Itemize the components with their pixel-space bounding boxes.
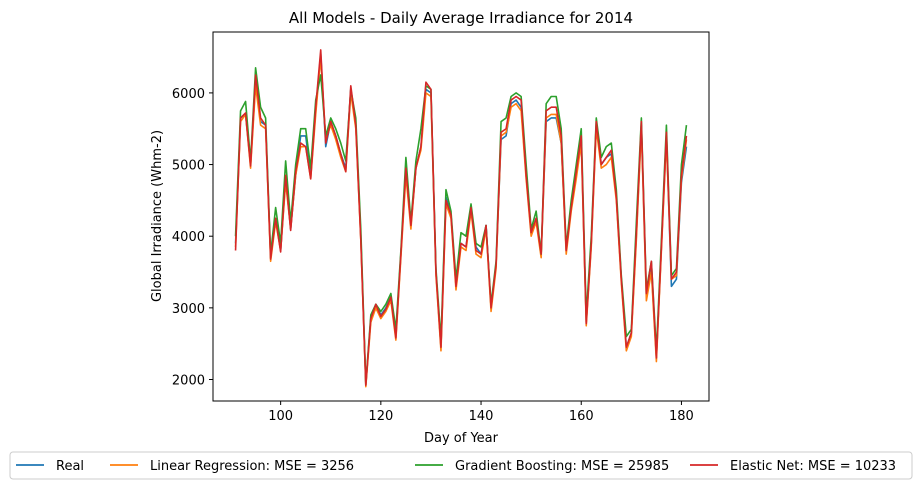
legend: Real Linear Regression: MSE = 3256 Gradien… bbox=[9, 451, 913, 480]
x-tick-label-1: 120 bbox=[368, 409, 393, 424]
x-tick-label-2: 140 bbox=[469, 409, 494, 424]
y-tick-label-4: 6000 bbox=[172, 87, 205, 102]
y-tick-label-0: 2000 bbox=[172, 374, 205, 389]
x-tick-label-4: 180 bbox=[669, 409, 694, 424]
legend-label-1: Linear Regression: MSE = 3256 bbox=[150, 459, 354, 474]
chart-title: All Models - Daily Average Irradiance fo… bbox=[289, 9, 633, 27]
x-tick-label-0: 100 bbox=[268, 409, 293, 424]
legend-label-2: Gradient Boosting: MSE = 25985 bbox=[455, 459, 669, 474]
plot-frame bbox=[212, 31, 710, 402]
x-axis-label: Day of Year bbox=[424, 431, 499, 446]
plot-area bbox=[213, 32, 709, 401]
series-layer bbox=[234, 49, 688, 388]
legend-box bbox=[9, 451, 913, 480]
y-tick-label-1: 3000 bbox=[172, 302, 205, 317]
x-tick-label-3: 160 bbox=[569, 409, 594, 424]
y-tick-label-2: 4000 bbox=[172, 230, 205, 245]
y-axis-label: Global Irradiance (Whm-2) bbox=[150, 130, 165, 302]
legend-label-3: Elastic Net: MSE = 10233 bbox=[730, 459, 896, 474]
x-axis-ticks: 100 120 140 160 180 bbox=[268, 401, 694, 424]
legend-label-0: Real bbox=[56, 459, 84, 474]
y-axis-ticks: 2000 3000 4000 5000 6000 bbox=[172, 87, 213, 389]
y-tick-label-3: 5000 bbox=[172, 159, 205, 174]
series-line-3 bbox=[234, 49, 688, 387]
